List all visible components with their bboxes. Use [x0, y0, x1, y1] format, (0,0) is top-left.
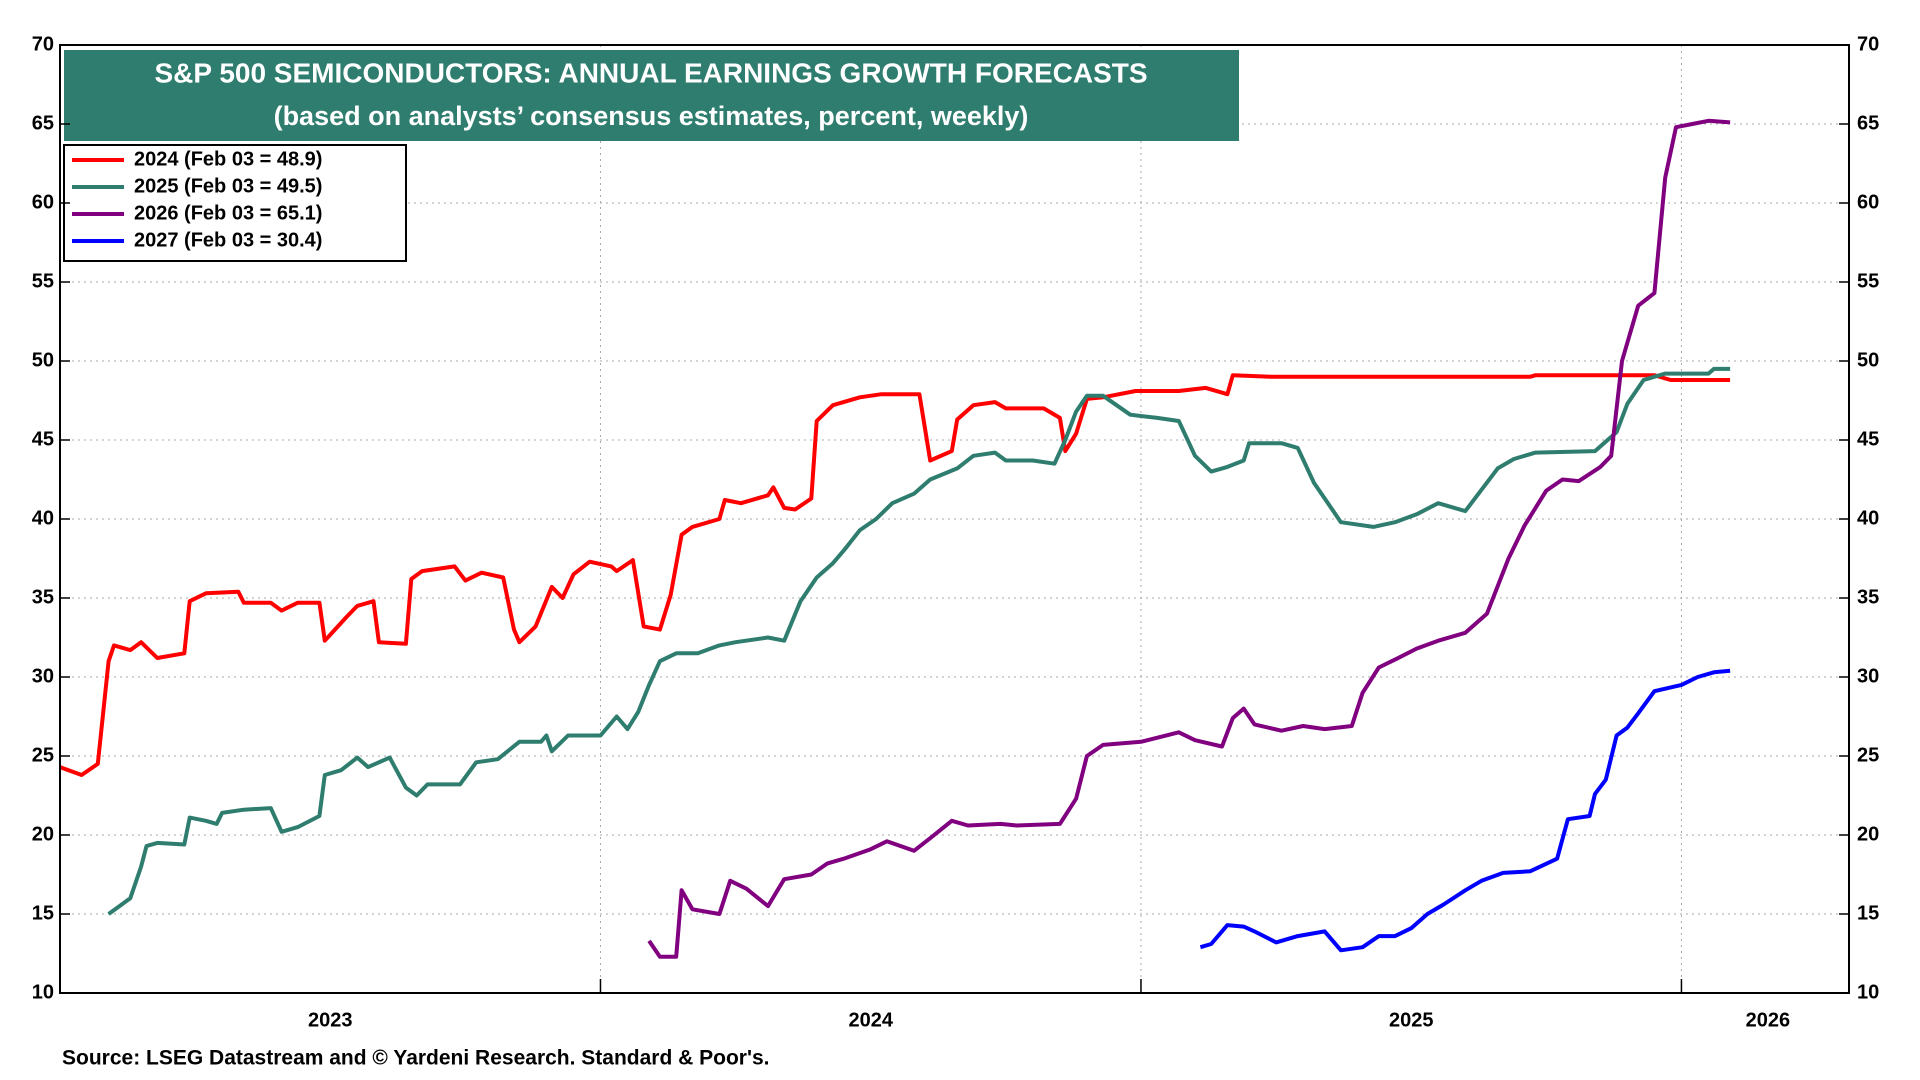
title-box: [64, 50, 1239, 141]
legend-label: 2027 (Feb 03 = 30.4): [134, 229, 322, 251]
y2-tick-label: 15: [1857, 902, 1879, 924]
series-line: [107, 366, 1731, 916]
legend-label: 2025 (Feb 03 = 49.5): [134, 175, 322, 197]
source-note: Source: LSEG Datastream and © Yardeni Re…: [62, 1047, 769, 1070]
x-tick-label: 2024: [848, 1009, 893, 1031]
y-tick-label: 65: [32, 112, 54, 134]
y-tick-label: 20: [32, 823, 54, 845]
y2-tick-label: 45: [1857, 428, 1879, 450]
y-tick-label: 40: [32, 507, 54, 529]
legend-label: 2026 (Feb 03 = 65.1): [134, 202, 322, 224]
y2-tick-label: 35: [1857, 586, 1879, 608]
series-line: [647, 118, 1731, 959]
y2-tick-label: 30: [1857, 665, 1879, 687]
x-tick-label: 2026: [1746, 1009, 1791, 1031]
series-line: [59, 373, 1731, 777]
y2-tick-label: 25: [1857, 744, 1879, 766]
legend: 2024 (Feb 03 = 48.9) 2025 (Feb 03 = 49.5)…: [63, 144, 407, 262]
y-tick-label: 15: [32, 902, 54, 924]
y-tick-label: 35: [32, 586, 54, 608]
legend-label: 2024 (Feb 03 = 48.9): [134, 148, 322, 170]
y-tick-label: 60: [32, 191, 54, 213]
y2-tick-label: 65: [1857, 112, 1879, 134]
y2-tick-label: 40: [1857, 507, 1879, 529]
y2-tick-label: 70: [1857, 33, 1879, 55]
y-tick-label: 70: [32, 33, 54, 55]
y2-tick-label: 20: [1857, 823, 1879, 845]
y-tick-label: 55: [32, 270, 54, 292]
y2-tick-label: 50: [1857, 349, 1879, 371]
plot-lines: [59, 118, 1731, 959]
y2-tick-label: 10: [1857, 981, 1879, 1003]
chart-title: S&P 500 SEMICONDUCTORS: ANNUAL EARNINGS …: [154, 57, 1147, 88]
chart-subtitle: (based on analysts’ consensus estimates,…: [274, 101, 1029, 131]
y2-tick-label: 55: [1857, 270, 1879, 292]
x-tick-label: 2023: [308, 1009, 353, 1031]
x-tick-label: 2025: [1389, 1009, 1434, 1031]
y-tick-label: 45: [32, 428, 54, 450]
y2-tick-label: 60: [1857, 191, 1879, 213]
y-tick-label: 50: [32, 349, 54, 371]
y-tick-label: 25: [32, 744, 54, 766]
series-line: [1199, 668, 1731, 953]
y-tick-label: 10: [32, 981, 54, 1003]
y-tick-label: 30: [32, 665, 54, 687]
